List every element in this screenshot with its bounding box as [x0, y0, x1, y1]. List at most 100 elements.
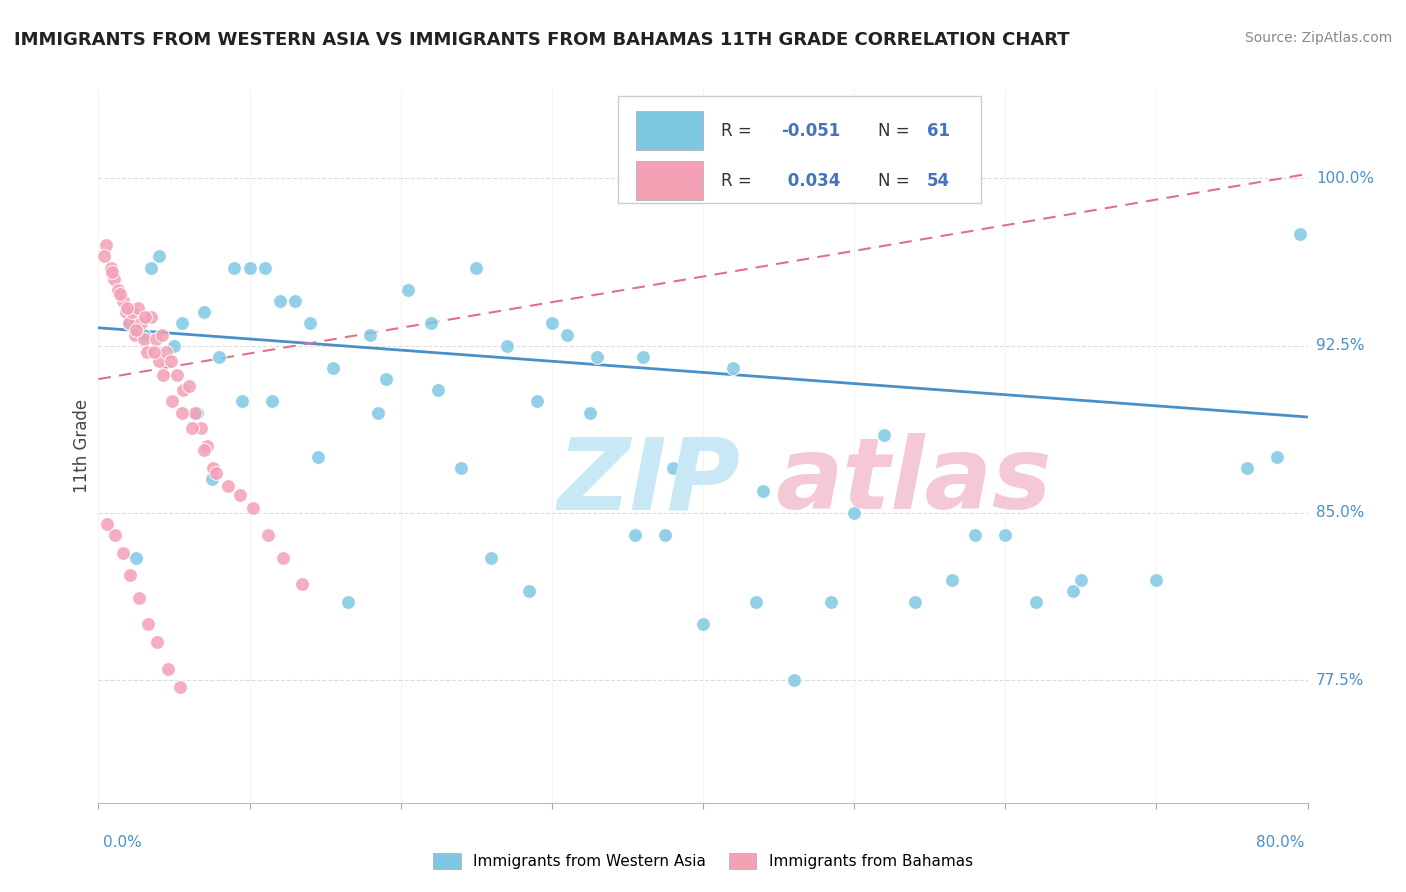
Point — [820, 595, 842, 609]
Point — [156, 662, 179, 676]
Point — [555, 327, 578, 342]
Point — [965, 528, 987, 542]
Point — [231, 394, 253, 409]
Point — [186, 405, 208, 419]
Point — [111, 546, 134, 560]
Point — [100, 260, 122, 275]
Point — [526, 394, 548, 409]
Text: R =: R = — [721, 171, 758, 189]
Point — [96, 517, 118, 532]
Point — [136, 617, 159, 632]
Point — [427, 384, 450, 398]
Point — [1265, 450, 1288, 465]
Point — [132, 332, 155, 346]
Point — [101, 265, 124, 279]
Point — [104, 528, 127, 542]
Point — [148, 250, 170, 264]
Text: atlas: atlas — [776, 434, 1052, 530]
Point — [111, 294, 134, 309]
Point — [873, 427, 896, 442]
Point — [145, 332, 167, 346]
Point — [1070, 573, 1092, 587]
Point — [465, 260, 488, 275]
Point — [224, 260, 246, 275]
Point — [284, 294, 307, 309]
Text: 92.5%: 92.5% — [1316, 338, 1364, 353]
Point — [336, 595, 359, 609]
Point — [271, 550, 294, 565]
Text: R =: R = — [721, 121, 758, 139]
Text: 0.0%: 0.0% — [103, 836, 142, 850]
Point — [1289, 227, 1312, 242]
Text: IMMIGRANTS FROM WESTERN ASIA VS IMMIGRANTS FROM BAHAMAS 11TH GRADE CORRELATION C: IMMIGRANTS FROM WESTERN ASIA VS IMMIGRAN… — [14, 31, 1070, 49]
Text: 77.5%: 77.5% — [1316, 673, 1364, 688]
Point — [396, 283, 419, 297]
Point — [118, 316, 141, 330]
Point — [125, 323, 148, 337]
Point — [181, 421, 204, 435]
Text: 80.0%: 80.0% — [1257, 836, 1305, 850]
Point — [242, 501, 264, 516]
Point — [721, 361, 744, 376]
Point — [269, 294, 291, 309]
Point — [128, 591, 150, 605]
Point — [170, 405, 193, 419]
Point — [586, 350, 609, 364]
Point — [127, 301, 149, 315]
Point — [193, 443, 215, 458]
Point — [162, 394, 184, 409]
Point — [184, 405, 207, 419]
Point — [994, 528, 1017, 542]
Point — [782, 673, 804, 687]
Point — [201, 473, 224, 487]
Point — [141, 310, 163, 324]
Point — [129, 316, 152, 330]
Point — [132, 327, 155, 342]
Point — [177, 378, 201, 392]
Text: -0.051: -0.051 — [782, 121, 841, 139]
Point — [135, 345, 157, 359]
Point — [1144, 573, 1167, 587]
Point — [374, 372, 396, 386]
Point — [160, 354, 183, 368]
Point — [118, 316, 141, 330]
Point — [367, 405, 389, 419]
Point — [205, 466, 228, 480]
Point — [143, 345, 166, 359]
Text: 0.034: 0.034 — [782, 171, 839, 189]
Point — [195, 439, 218, 453]
Point — [108, 287, 131, 301]
Point — [146, 635, 169, 649]
Point — [190, 421, 212, 435]
Point — [844, 506, 866, 520]
Point — [322, 361, 344, 376]
Point — [360, 327, 382, 342]
FancyBboxPatch shape — [619, 96, 981, 203]
Point — [150, 327, 173, 342]
Y-axis label: 11th Grade: 11th Grade — [73, 399, 91, 493]
Point — [103, 271, 125, 285]
Point — [419, 316, 441, 330]
Text: N =: N = — [879, 171, 910, 189]
Point — [1236, 461, 1258, 475]
Point — [93, 250, 115, 264]
FancyBboxPatch shape — [637, 111, 703, 150]
Point — [578, 405, 600, 419]
Legend: Immigrants from Western Asia, Immigrants from Bahamas: Immigrants from Western Asia, Immigrants… — [427, 847, 979, 875]
Point — [1062, 584, 1084, 599]
Text: 100.0%: 100.0% — [1316, 171, 1374, 186]
Point — [134, 310, 156, 324]
Point — [152, 368, 174, 382]
Point — [239, 260, 262, 275]
Point — [624, 528, 647, 542]
FancyBboxPatch shape — [637, 161, 703, 200]
Point — [193, 305, 215, 319]
Point — [540, 316, 562, 330]
Point — [163, 339, 186, 353]
Point — [262, 394, 284, 409]
Point — [752, 483, 775, 498]
Point — [166, 368, 188, 382]
Point — [904, 595, 927, 609]
Point — [450, 461, 472, 475]
Point — [481, 550, 503, 565]
